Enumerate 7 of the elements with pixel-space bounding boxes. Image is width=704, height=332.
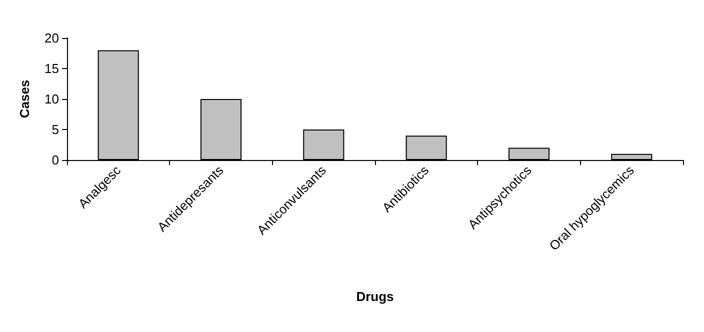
y-tick-label: 0 [52, 152, 59, 168]
y-tick-label: 10 [44, 92, 59, 106]
y-axis-title: Cases [17, 80, 32, 118]
y-tick-label: 5 [52, 122, 59, 137]
y-tick-label: 15 [44, 61, 59, 76]
x-axis-title: Drugs [356, 289, 394, 304]
y-tick-label: 20 [44, 30, 59, 46]
